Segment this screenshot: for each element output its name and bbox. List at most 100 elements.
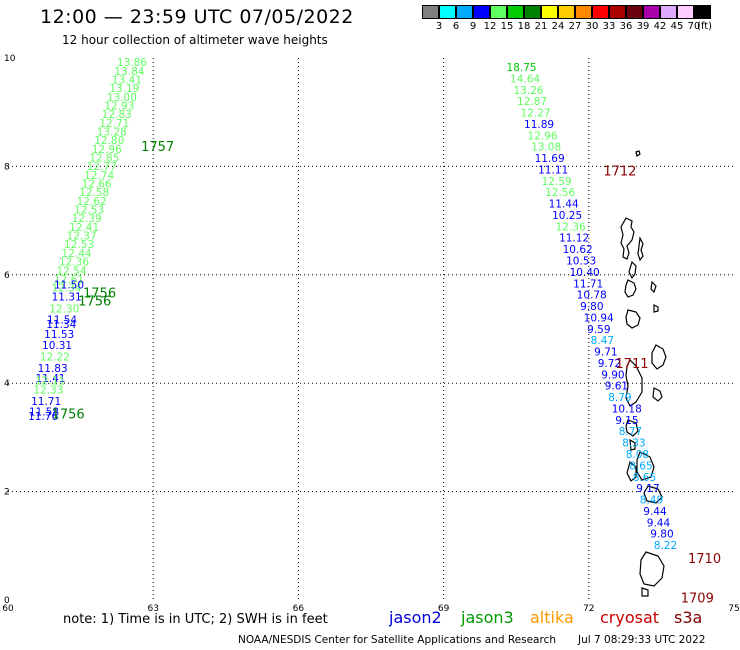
swh-label: 12.39 <box>72 213 102 225</box>
scale-label: 3 <box>435 21 443 32</box>
swh-label: 12.56 <box>545 187 575 199</box>
swh-label: 9.59 <box>587 324 610 336</box>
scale-swatch <box>592 5 609 19</box>
y-tick-label: 10 <box>4 54 16 64</box>
scale-label: 18 <box>517 21 531 32</box>
scale-label: 70 <box>687 21 701 32</box>
swh-label: 12.33 <box>33 384 63 396</box>
page-subtitle: 12 hour collection of altimeter wave hei… <box>62 33 328 47</box>
scale-label: 30 <box>585 21 599 32</box>
legend-cryosat: cryosat <box>600 608 660 627</box>
swh-label: 12.93 <box>104 100 134 112</box>
scale-swatch <box>626 5 643 19</box>
island <box>620 217 635 260</box>
swh-label: 12.96 <box>92 144 122 156</box>
scale-swatch <box>643 5 660 19</box>
swh-label: 18.75 <box>507 62 537 74</box>
pass-time-label: 1710 <box>688 552 721 567</box>
swh-label: 10.25 <box>552 210 582 222</box>
scale-swatch <box>473 5 490 19</box>
island <box>625 358 643 407</box>
swh-label: 11.54 <box>47 315 77 327</box>
scale-swatch <box>575 5 592 19</box>
swh-label: 11.83 <box>38 363 68 375</box>
legend-altika: altika <box>530 608 574 627</box>
swh-label: 10.94 <box>584 312 614 324</box>
legend-s3a: s3a <box>674 608 703 627</box>
scale-swatch <box>490 5 507 19</box>
pass-time-label: 1756 <box>83 287 116 302</box>
legend-jason3: jason3 <box>461 608 514 627</box>
scale-label: 27 <box>568 21 582 32</box>
swh-label: 12.37 <box>67 231 97 243</box>
pass-time-label: 1712 <box>603 165 636 180</box>
swh-label: 12.53 <box>64 239 94 251</box>
swh-label: 8.22 <box>654 540 677 552</box>
swh-label: 12.36 <box>556 221 586 233</box>
swh-label: 12.41 <box>69 222 99 234</box>
swh-label: 11.11 <box>538 164 568 176</box>
swh-label: 9.61 <box>605 381 628 393</box>
x-tick-label: 63 <box>147 604 158 614</box>
swh-label: 12.77 <box>87 161 117 173</box>
island <box>641 587 649 597</box>
scale-label: 42 <box>653 21 667 32</box>
swh-label: 13.08 <box>531 142 561 154</box>
swh-label: 12.53 <box>74 205 104 217</box>
swh-label: 13.00 <box>107 92 137 104</box>
swh-label: 9.44 <box>643 506 667 518</box>
swh-label: 9.72 <box>598 358 621 370</box>
generation-timestamp: Jul 7 08:29:33 UTC 2022 <box>578 634 706 646</box>
scale-label: 15 <box>500 21 514 32</box>
swh-label: 12.66 <box>82 179 112 191</box>
swh-label: 12.27 <box>521 108 551 120</box>
scale-label: 9 <box>469 21 477 32</box>
scale-label: 21 <box>534 21 548 32</box>
island <box>653 304 659 313</box>
swh-label: 8.65 <box>629 460 652 472</box>
scale-swatch <box>422 5 439 19</box>
swh-label: 8.65 <box>633 472 656 484</box>
scale-swatch <box>456 5 473 19</box>
swh-label: 8.33 <box>622 438 645 450</box>
swh-label: 10.40 <box>570 267 600 279</box>
swh-label: 12.74 <box>84 170 114 182</box>
swh-label: 8.47 <box>591 335 614 347</box>
swh-label: 12.34 <box>51 283 81 295</box>
swh-label: 12.11 <box>35 375 65 387</box>
island <box>624 279 637 298</box>
swh-label: 11.71 <box>31 396 61 408</box>
island <box>639 551 665 587</box>
scale-unit: (ft) <box>697 21 713 32</box>
swh-label: 12.80 <box>94 135 124 147</box>
swh-label: 12.62 <box>77 196 107 208</box>
swh-label: 8.49 <box>640 495 663 507</box>
scale-swatch <box>507 5 524 19</box>
swh-label: 12.85 <box>89 153 119 165</box>
island <box>652 387 663 402</box>
swh-label: 11.89 <box>524 119 554 131</box>
island <box>636 451 655 481</box>
scale-label: 24 <box>551 21 565 32</box>
y-tick-label: 0 <box>4 596 10 606</box>
swh-label: 9.44 <box>647 517 671 529</box>
swh-label: 9.80 <box>650 529 673 541</box>
pass-time-label: 1756 <box>78 295 111 310</box>
swh-label: 10.53 <box>566 256 596 268</box>
swh-label: 12.36 <box>59 257 89 269</box>
map-grid <box>8 58 734 600</box>
swh-label: 11.12 <box>559 233 589 245</box>
swh-label: 11.31 <box>52 291 82 303</box>
swh-label: 13.28 <box>97 127 127 139</box>
swh-label: 13.41 <box>112 74 142 86</box>
x-tick-label: 75 <box>728 604 739 614</box>
island <box>628 260 637 280</box>
scale-label: 33 <box>602 21 616 32</box>
scale-swatch <box>524 5 541 19</box>
swh-label: 12.54 <box>56 265 86 277</box>
swh-label: 11.34 <box>46 319 76 331</box>
scale-label: 12 <box>483 21 497 32</box>
scale-swatch <box>609 5 626 19</box>
